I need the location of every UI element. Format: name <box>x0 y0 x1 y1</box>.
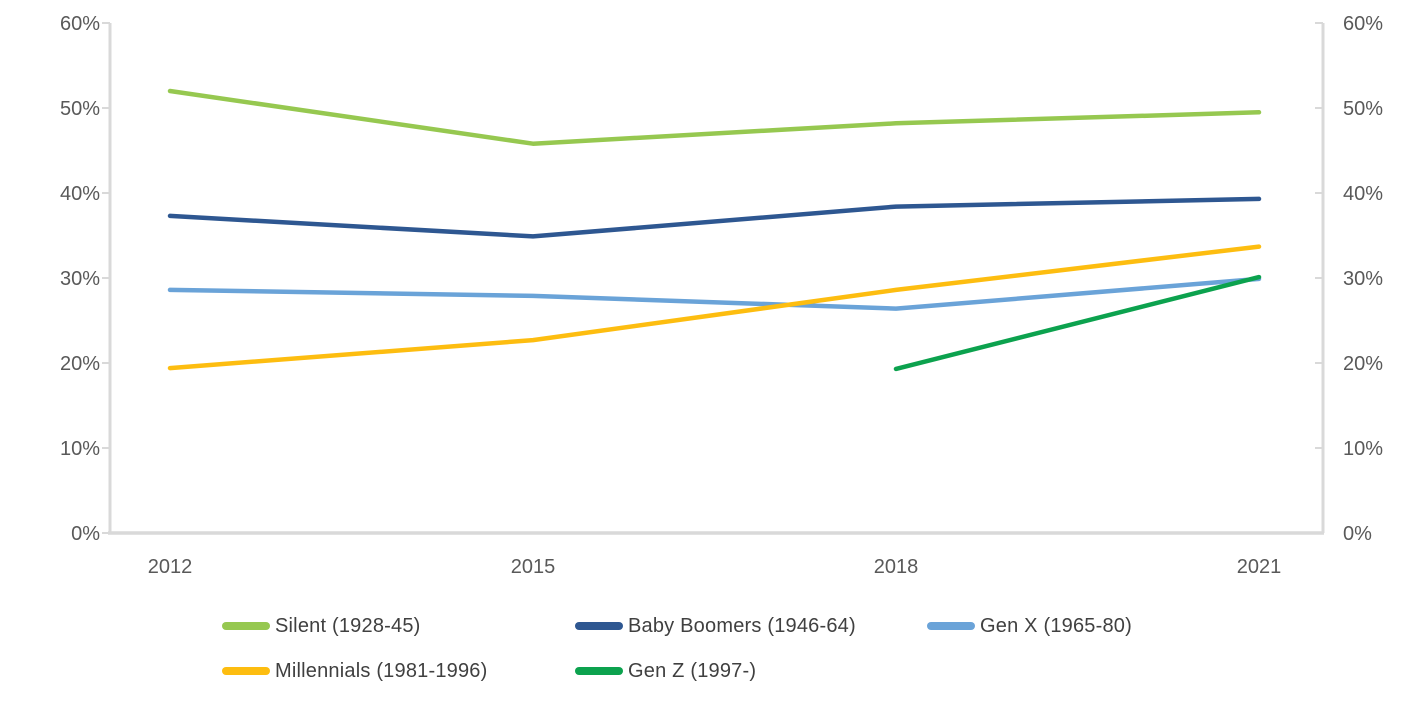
legend-label: Gen Z (1997-) <box>628 659 757 682</box>
chart-legend: Silent (1928-45) Baby Boomers (1946-64) Ge… <box>222 612 1132 685</box>
x-axis-label-2021: 2021 <box>1237 556 1282 578</box>
y-axis-label-right-5: 50% <box>1343 98 1383 120</box>
y-axis-label-left-3: 30% <box>60 268 100 290</box>
legend-swatch-gen-x-1965-80 <box>927 622 975 630</box>
y-axis-label-left-2: 20% <box>60 353 100 375</box>
legend-swatch-baby-boomers-1946-64 <box>575 622 623 630</box>
x-axis-label-2012: 2012 <box>148 556 193 578</box>
chart-plot-area: 0% 0% 10% 10% 20% 20% 30% 30% 40% 40% 50% 50% 60% 60%… <box>60 13 1383 578</box>
y-axis-label-right-1: 10% <box>1343 438 1383 460</box>
y-axis-label-right-4: 40% <box>1343 183 1383 205</box>
legend-swatch-gen-z-1997 <box>575 667 623 675</box>
legend-item-gen-z-1997: Gen Z (1997-) <box>575 657 927 685</box>
y-axis-label-left-6: 60% <box>60 13 100 35</box>
legend-label: Silent (1928-45) <box>275 614 421 637</box>
y-axis-label-right-2: 20% <box>1343 353 1383 375</box>
legend-label: Gen X (1965-80) <box>980 614 1132 637</box>
x-axis-label-2018: 2018 <box>874 556 919 578</box>
legend-swatch-silent-1928-45 <box>222 622 270 630</box>
y-axis-label-right-6: 60% <box>1343 13 1383 35</box>
y-axis-label-left-4: 40% <box>60 183 100 205</box>
legend-item-baby-boomers-1946-64: Baby Boomers (1946-64) <box>575 612 927 640</box>
y-axis-label-right-0: 0% <box>1343 523 1372 545</box>
series-line-baby-boomers-1946-64 <box>167 196 1262 239</box>
series-line-gen-x-1965-80 <box>167 276 1262 311</box>
series-line-millennials-1981-1996 <box>167 244 1262 371</box>
y-axis-label-left-5: 50% <box>60 98 100 120</box>
legend-item-millennials-1981-1996: Millennials (1981-1996) <box>222 657 575 685</box>
legend-swatch-millennials-1981-1996 <box>222 667 270 675</box>
x-axis-label-2015: 2015 <box>511 556 556 578</box>
legend-item-gen-x-1965-80: Gen X (1965-80) <box>927 612 1132 640</box>
series-line-silent-1928-45 <box>167 88 1262 146</box>
y-axis-label-left-1: 10% <box>60 438 100 460</box>
legend-label: Millennials (1981-1996) <box>275 659 488 682</box>
y-axis-label-right-3: 30% <box>1343 268 1383 290</box>
legend-label: Baby Boomers (1946-64) <box>628 614 856 637</box>
series-line-gen-z-1997 <box>893 274 1262 372</box>
legend-item-silent-1928-45: Silent (1928-45) <box>222 612 575 640</box>
y-axis-label-left-0: 0% <box>71 523 100 545</box>
